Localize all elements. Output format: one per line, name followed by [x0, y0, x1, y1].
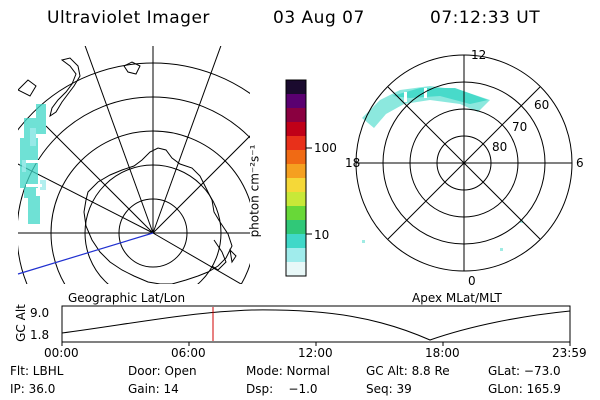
meta-ip: IP: 36.0: [10, 382, 56, 396]
right-panel-caption: Apex MLat/MLT: [412, 291, 502, 305]
altitude-xtick-1800: 18:00: [425, 346, 460, 360]
colorbar-band: [286, 262, 306, 277]
colorbar-band: [286, 248, 306, 263]
observation-time: 07:12:33 UT: [430, 8, 541, 28]
altitude-ytick-top: 9.0: [30, 306, 50, 320]
colorbar-band: [286, 136, 306, 151]
mlat-label-70: 70: [512, 120, 528, 134]
mlat-label-60: 60: [534, 98, 550, 112]
mlt-label-0: 0: [468, 274, 476, 288]
meta-glat: GLat: −73.0: [488, 364, 561, 378]
observation-date: 03 Aug 07: [273, 8, 365, 28]
mlt-label-18: 18: [345, 156, 361, 170]
mlt-label-12: 12: [471, 48, 487, 62]
meta-filter: Flt: LBHL: [10, 364, 64, 378]
altitude-ytick-bottom: 1.8: [30, 328, 50, 342]
colorbar-band: [286, 192, 306, 207]
colorbar-band: [286, 206, 306, 221]
meta-door: Door: Open: [128, 364, 197, 378]
meta-glon: GLon: 165.9: [488, 382, 561, 396]
altitude-xtick-2359: 23:59: [552, 346, 587, 360]
altitude-xtick-0600: 06:00: [171, 346, 206, 360]
altitude-ylabel: GC Alt: [13, 304, 28, 342]
meta-seq: Seq: 39: [366, 382, 412, 396]
colorbar-band: [286, 220, 306, 235]
colorbar-band: [286, 164, 306, 179]
colorbar-tick-10: 10: [314, 228, 330, 242]
colorbar-band: [286, 94, 306, 109]
colorbar-unit-label: photon cm⁻²s⁻¹: [247, 144, 262, 238]
altitude-xtick-1200: 12:00: [298, 346, 333, 360]
instrument-title: Ultraviolet Imager: [47, 8, 210, 28]
colorbar-band: [286, 150, 306, 165]
mlt-label-6: 6: [576, 156, 584, 170]
colorbar-band: [286, 122, 306, 137]
meta-mode: Mode: Normal: [246, 364, 330, 378]
altitude-xtick-0000: 00:00: [44, 346, 79, 360]
meta-dsp: Dsp: −1.0: [246, 382, 318, 396]
colorbar-band: [286, 234, 306, 249]
colorbar-band: [286, 80, 306, 95]
colorbar-band: [286, 108, 306, 123]
colorbar-tick-100: 100: [314, 141, 337, 155]
meta-gain: Gain: 14: [128, 382, 179, 396]
left-panel-caption: Geographic Lat/Lon: [68, 291, 186, 305]
meta-gc-alt: GC Alt: 8.8 Re: [366, 364, 450, 378]
colorbar-band: [286, 178, 306, 193]
mlat-label-80: 80: [492, 140, 508, 154]
